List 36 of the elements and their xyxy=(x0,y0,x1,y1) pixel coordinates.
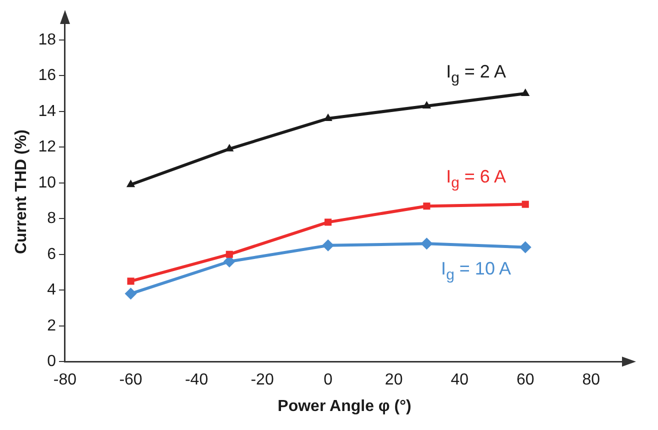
x-tick-label: -40 xyxy=(184,372,208,389)
x-tick-label: -80 xyxy=(53,372,77,389)
point xyxy=(127,278,134,285)
y-tick-label: 12 xyxy=(38,138,56,156)
x-tick-label: 80 xyxy=(582,372,600,389)
x-tick-label: -60 xyxy=(119,372,142,389)
point xyxy=(519,241,532,254)
series-label: I$_{g}$ = 6 A xyxy=(446,166,506,192)
point xyxy=(322,239,334,252)
x-tick-label: 0 xyxy=(324,372,333,389)
point xyxy=(124,288,137,300)
y-tick-label: 6 xyxy=(47,246,56,263)
point xyxy=(226,250,233,258)
point xyxy=(522,200,529,208)
point xyxy=(126,180,136,188)
y-tick-label: 0 xyxy=(47,353,56,370)
point xyxy=(422,101,432,109)
point xyxy=(420,238,433,250)
y-tick-label: 16 xyxy=(38,67,56,84)
series-label: I$_{g}$ = 10 A xyxy=(441,259,511,284)
y-tick-label: 10 xyxy=(38,174,56,192)
x-axis-title: Power Angle φ (°) xyxy=(278,398,412,415)
y-tick-label: 4 xyxy=(47,282,56,299)
x-tick-label: -20 xyxy=(250,372,274,389)
y-tick-label: 8 xyxy=(47,210,56,228)
y-tick-label: 2 xyxy=(47,317,56,334)
x-tick-label: 60 xyxy=(516,372,534,389)
series-label: I$_{g}$ = 2 A xyxy=(446,61,506,86)
y-axis-title: Current THD (%) xyxy=(13,130,30,254)
y-tick-label: 18 xyxy=(38,31,56,48)
point xyxy=(521,88,530,96)
point xyxy=(324,218,332,226)
x-tick-label: 20 xyxy=(384,372,403,389)
y-tick-label: 14 xyxy=(38,102,56,120)
point xyxy=(423,202,430,210)
x-tick-label: 40 xyxy=(450,372,469,389)
